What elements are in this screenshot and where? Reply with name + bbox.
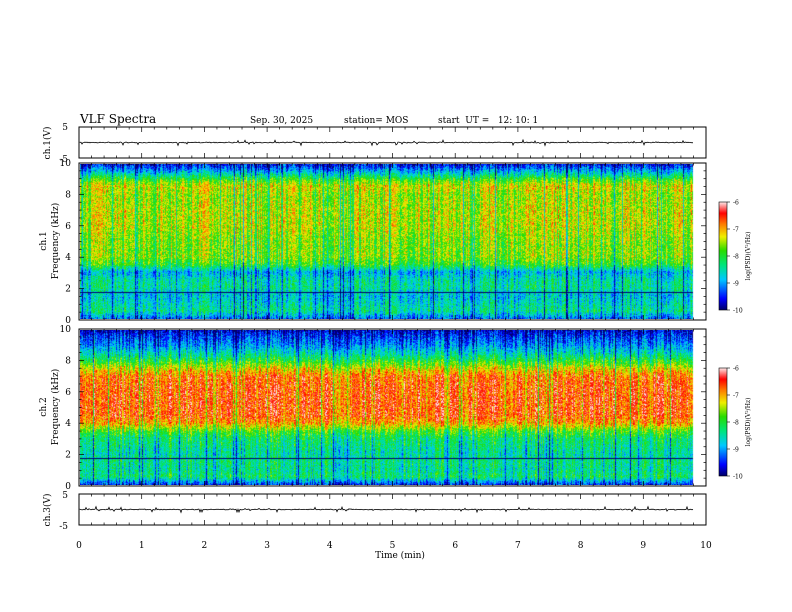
y-tick-label: 6 <box>65 388 71 398</box>
x-tick-label: 8 <box>578 541 584 551</box>
y-tick-label: 0 <box>65 482 71 492</box>
axis-ticks: 0 1 2 3 4 5 6 7 8 9 1002468100246810-6-7-8-9-10-6-… <box>60 127 743 551</box>
y-tick-label: 8 <box>65 356 71 366</box>
ch3-waveform-ytick-top: 5 <box>62 491 68 501</box>
colorbar-tick-label: -9 <box>733 281 739 288</box>
ch1-waveform-trace <box>79 138 694 147</box>
ch2-colorbar-label: log(PSD)(V²/Hz) <box>745 398 752 447</box>
waveform-line <box>79 505 694 514</box>
waveform-line <box>79 138 694 147</box>
y-tick-label: 4 <box>65 253 71 263</box>
x-tick-label: 5 <box>390 541 396 551</box>
x-tick-label: 3 <box>264 541 270 551</box>
ch2-spectrogram-panel: ch.2 Frequency (kHz) log(PSD)(V²/Hz) <box>39 328 752 487</box>
ch2-spectrogram-ylabel2: Frequency (kHz) <box>50 369 61 446</box>
x-tick-label: 7 <box>515 541 521 551</box>
y-tick-label: 0 <box>65 316 71 326</box>
x-axis-label: Time (min) <box>375 550 425 561</box>
x-tick-label: 4 <box>327 541 333 551</box>
station-label: station= MOS <box>344 116 408 126</box>
ch3-waveform-ytick-bottom: -5 <box>59 522 68 532</box>
ch2-spectrogram-ylabel: ch.2 <box>39 397 49 416</box>
colorbar-tick-label: -10 <box>733 308 743 315</box>
colorbar-tick-label: -6 <box>733 366 739 373</box>
colorbar-tick-label: -9 <box>733 447 739 454</box>
date-label: Sep. 30, 2025 <box>250 116 313 126</box>
colorbar-tick-label: -7 <box>733 227 739 234</box>
ch2-spectrogram-image <box>80 330 705 485</box>
ch1-spectrogram-panel: ch.1 Frequency (kHz) log(PSD)(V²/Hz) <box>39 162 752 321</box>
y-tick-label: 10 <box>60 159 72 169</box>
ch1-colorbar-image <box>719 202 727 310</box>
colorbar-tick-label: -8 <box>733 420 739 427</box>
ch1-colorbar-label: log(PSD)(V²/Hz) <box>745 232 752 281</box>
y-tick-label: 6 <box>65 222 71 232</box>
x-tick-label: 2 <box>202 541 208 551</box>
ch1-waveform-ytick-top: 5 <box>62 123 68 133</box>
ch1-waveform-ylabel: ch.1(V) <box>42 127 53 160</box>
y-tick-label: 8 <box>65 190 71 200</box>
colorbar-tick-label: -8 <box>733 254 739 261</box>
y-tick-label: 2 <box>65 285 71 295</box>
ch1-spectrogram-image <box>80 164 705 319</box>
figure-title: VLF Spectra <box>79 112 156 126</box>
ch1-spectrogram-ylabel2: Frequency (kHz) <box>50 203 61 280</box>
x-tick-label: 9 <box>640 541 646 551</box>
y-tick-label: 10 <box>60 325 72 335</box>
ch3-waveform-ylabel: ch.3(V) <box>42 494 53 527</box>
y-tick-label: 2 <box>65 451 71 461</box>
x-tick-label: 10 <box>700 541 712 551</box>
y-tick-label: 4 <box>65 419 71 429</box>
ch3-waveform-trace <box>79 505 694 514</box>
colorbar-tick-label: -10 <box>733 474 743 481</box>
start-time-label: start UT = 12: 10: 1 <box>438 116 538 126</box>
x-tick-label: 0 <box>76 541 82 551</box>
ch1-spectrogram-ylabel: ch.1 <box>39 231 49 250</box>
ch2-colorbar-image <box>719 368 727 476</box>
x-tick-label: 1 <box>139 541 145 551</box>
colorbar-tick-label: -6 <box>733 200 739 207</box>
x-tick-label: 6 <box>452 541 458 551</box>
ch1-waveform-ytick-bottom: -5 <box>59 155 68 165</box>
colorbar-tick-label: -7 <box>733 393 739 400</box>
